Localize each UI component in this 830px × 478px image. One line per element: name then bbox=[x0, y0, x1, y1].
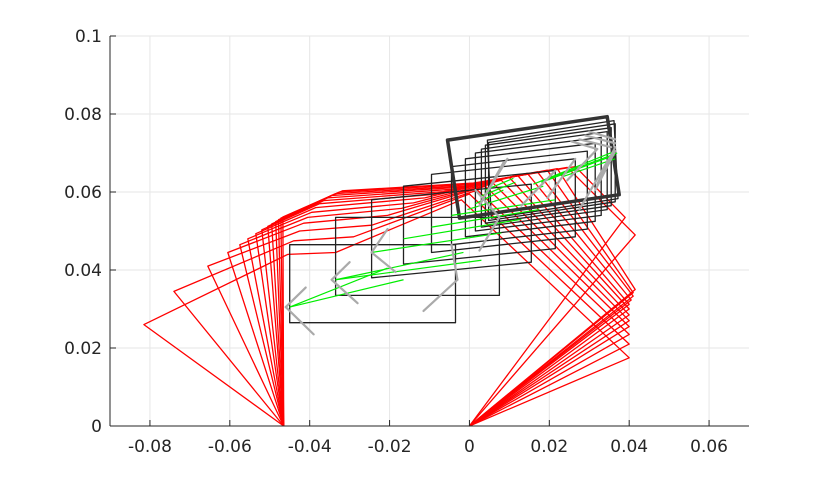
velocity-vector-6 bbox=[431, 208, 540, 228]
axes bbox=[109, 35, 749, 427]
box-frame-5 bbox=[450, 150, 588, 246]
direction-marker-0 bbox=[284, 305, 315, 336]
linkage-frame-6 bbox=[255, 176, 630, 427]
x-tick-label: -0.02 bbox=[368, 437, 412, 457]
velocity-vector-7 bbox=[451, 199, 556, 216]
box-frame-11 bbox=[486, 119, 619, 219]
y-tick-label: 0.04 bbox=[64, 261, 102, 281]
box-frame-8 bbox=[480, 130, 608, 228]
box-frame-12 bbox=[445, 114, 621, 220]
linkage-frame-1 bbox=[173, 193, 630, 427]
direction-marker-12 bbox=[566, 148, 599, 182]
direction-marker-19 bbox=[596, 146, 617, 186]
box-frame-2 bbox=[370, 183, 532, 279]
velocity-vector-2 bbox=[335, 251, 464, 281]
x-tick-label: 0 bbox=[464, 437, 475, 457]
linkage-frame-5 bbox=[247, 179, 630, 427]
velocity-vector-3 bbox=[335, 259, 482, 281]
direction-marker-8 bbox=[478, 216, 501, 252]
direction-marker-21 bbox=[480, 157, 509, 203]
linkage-frame-11 bbox=[277, 167, 636, 427]
x-tick-label: 0.06 bbox=[690, 437, 728, 457]
x-tick-label: -0.04 bbox=[288, 437, 332, 457]
direction-marker-5 bbox=[450, 243, 459, 281]
direction-marker-1 bbox=[284, 286, 307, 309]
velocity-vector-5 bbox=[403, 218, 522, 240]
direction-marker-16 bbox=[588, 130, 617, 141]
direction-marker-13 bbox=[570, 140, 599, 151]
velocity-vector-9 bbox=[475, 189, 504, 205]
y-tick-label: 0.1 bbox=[75, 27, 102, 47]
direction-marker-2 bbox=[330, 278, 359, 305]
plot-area bbox=[143, 114, 636, 427]
direction-marker-3 bbox=[330, 261, 351, 281]
velocity-vector-4 bbox=[371, 232, 502, 254]
y-tick-label: 0.06 bbox=[64, 183, 102, 203]
x-tick-label: 0.02 bbox=[530, 437, 568, 457]
direction-marker-14 bbox=[578, 138, 613, 149]
y-tick-label: 0.08 bbox=[64, 105, 102, 125]
x-tick-label: -0.08 bbox=[128, 437, 172, 457]
x-tick-label: -0.06 bbox=[208, 437, 252, 457]
velocity-vector-14 bbox=[549, 152, 618, 179]
linkage-frame-4 bbox=[239, 182, 630, 427]
x-tick-label: 0.04 bbox=[610, 437, 648, 457]
box-frame-9 bbox=[484, 127, 612, 224]
direction-marker-11 bbox=[546, 157, 577, 199]
linkage-frame-12 bbox=[280, 166, 636, 427]
direction-marker-4 bbox=[422, 278, 459, 313]
direction-marker-15 bbox=[584, 134, 617, 145]
direction-marker-6 bbox=[370, 251, 397, 274]
linkage-frame-3 bbox=[227, 185, 630, 427]
linkage-frame-8 bbox=[267, 172, 632, 427]
linkage-frame-10 bbox=[275, 169, 634, 427]
tick-labels: -0.08 -0.06 -0.04 -0.02 0 0.02 0.04 0.06 0 0.02 0.… bbox=[64, 27, 728, 457]
y-tick-label: 0.02 bbox=[64, 339, 102, 359]
direction-marker-7 bbox=[370, 227, 389, 254]
direction-marker-10 bbox=[520, 169, 557, 207]
linkage-frame-13 bbox=[282, 165, 626, 427]
box-frame-7 bbox=[474, 136, 602, 232]
y-tick-label: 0 bbox=[91, 417, 102, 437]
direction-marker-9 bbox=[474, 188, 501, 219]
